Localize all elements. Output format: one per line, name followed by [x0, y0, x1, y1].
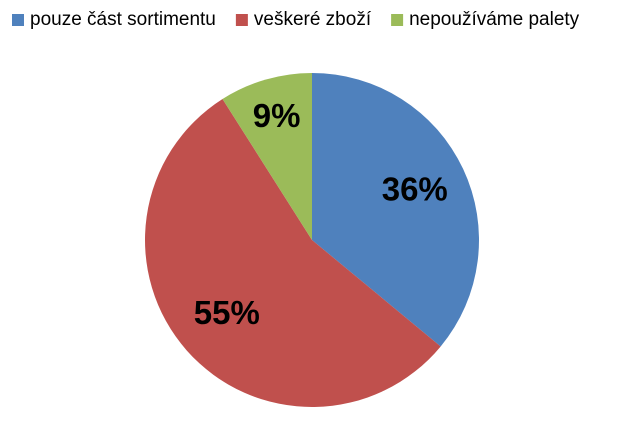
pie-slice [222, 73, 312, 240]
data-label: 36% [382, 170, 448, 207]
legend-marker [391, 14, 404, 26]
data-label: 9% [253, 97, 301, 134]
data-label: 55% [194, 294, 260, 331]
pie-slice [312, 73, 479, 347]
legend-marker [235, 14, 248, 26]
legend-label: nepoužíváme palety [409, 9, 580, 30]
legend-label: veškeré zboží [254, 9, 372, 30]
pie-slice [144, 98, 441, 407]
legend-marker [12, 14, 24, 26]
legend-label: pouze část sortimentu [30, 9, 216, 30]
